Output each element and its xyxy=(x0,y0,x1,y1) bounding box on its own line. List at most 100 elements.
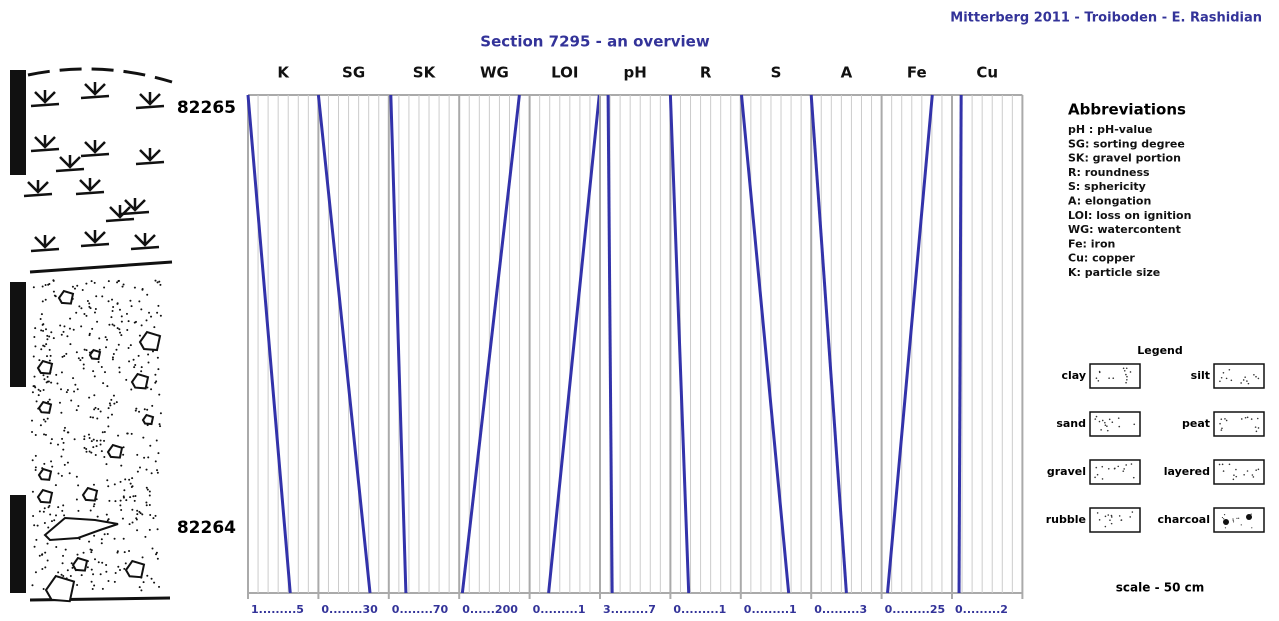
swatch-texture xyxy=(1123,468,1125,470)
peat-symbol xyxy=(80,140,110,158)
sand-dot xyxy=(89,509,92,512)
gravel xyxy=(124,559,146,579)
swatch-texture xyxy=(1257,377,1260,380)
swatch-texture xyxy=(1244,416,1247,419)
sand-dot xyxy=(88,396,91,399)
sand-dot xyxy=(101,295,104,298)
sand-dot xyxy=(125,499,128,502)
legend-label: layered xyxy=(1164,465,1210,478)
swatch-texture xyxy=(1100,429,1102,431)
sand-dot xyxy=(129,299,132,302)
sand-dot xyxy=(47,526,50,529)
legend-swatch xyxy=(1089,411,1141,437)
sand-dot xyxy=(60,411,63,414)
panel-name: WG xyxy=(480,64,509,82)
gravel xyxy=(44,574,76,603)
sand-dot xyxy=(132,495,135,498)
legend-label: silt xyxy=(1191,369,1210,382)
swatch-texture xyxy=(1095,466,1098,469)
sand-dot xyxy=(151,404,154,407)
sand-dot xyxy=(113,324,116,327)
swatch-texture xyxy=(1111,421,1114,424)
sand-dot xyxy=(83,446,86,449)
sand-dot xyxy=(49,354,52,357)
sand-dot xyxy=(137,354,140,357)
sand-dot xyxy=(80,574,83,577)
sand-dot xyxy=(40,313,43,316)
sand-dot xyxy=(103,431,106,434)
sand-dot xyxy=(60,573,63,576)
sand-dot xyxy=(32,514,35,517)
swatch-texture xyxy=(1246,416,1249,419)
sand-dot xyxy=(75,498,78,501)
sand-dot xyxy=(37,394,40,397)
sand-dot xyxy=(113,580,116,583)
sand-dot xyxy=(139,512,142,515)
swatch-texture xyxy=(1117,465,1120,468)
sand-dot xyxy=(96,417,99,420)
abbreviation: R: roundness xyxy=(1068,166,1150,179)
swatch-texture xyxy=(1106,429,1109,432)
sand-dot xyxy=(140,324,143,327)
sand-dot xyxy=(123,567,126,570)
sand-dot xyxy=(141,513,144,516)
swatch-texture xyxy=(1224,527,1227,529)
sand-dot xyxy=(150,472,153,475)
swatch-texture xyxy=(1110,522,1113,525)
peat-symbol xyxy=(130,233,160,251)
sand-dot xyxy=(118,371,121,374)
sand-dot xyxy=(44,298,47,301)
gravel xyxy=(36,359,54,375)
sand-dot xyxy=(48,398,51,401)
sand-dot xyxy=(101,561,104,564)
sand-dot xyxy=(78,305,81,308)
abbreviation: S: sphericity xyxy=(1068,180,1146,193)
layer-boundary xyxy=(29,260,173,274)
sand-dot xyxy=(121,285,124,288)
sand-dot xyxy=(41,323,44,326)
panel-name: pH xyxy=(624,64,647,82)
sand-dot xyxy=(159,425,162,428)
sand-dot xyxy=(32,355,35,358)
sand-dot xyxy=(129,496,132,499)
swatch-texture xyxy=(1238,517,1240,519)
sand-dot xyxy=(63,429,66,432)
swatch-texture xyxy=(1222,372,1225,374)
swatch-texture xyxy=(1125,464,1127,466)
sand-dot xyxy=(128,360,131,363)
gravel xyxy=(130,372,150,390)
rubble xyxy=(43,516,119,542)
sand-dot xyxy=(93,534,96,537)
sand-dot xyxy=(43,462,46,465)
scale-label: 0.........1 xyxy=(744,603,797,616)
sand-dot xyxy=(53,519,56,522)
sand-dot xyxy=(38,554,41,557)
sand-dot xyxy=(133,499,136,502)
sand-dot xyxy=(146,574,149,577)
swatch-texture xyxy=(1120,519,1123,521)
sand-dot xyxy=(92,446,95,449)
title: Section 7295 - an overview xyxy=(480,33,710,51)
scale-label: 0........30 xyxy=(321,603,378,616)
sand-dot xyxy=(68,327,71,330)
swatch-texture xyxy=(1225,377,1228,380)
gravel xyxy=(141,413,155,426)
sand-dot xyxy=(85,349,88,352)
sand-dot xyxy=(116,327,119,330)
sand-dot xyxy=(57,472,60,475)
legend-swatch xyxy=(1089,363,1141,389)
sand-dot xyxy=(130,432,133,435)
swatch-texture xyxy=(1108,418,1111,421)
sand-dot xyxy=(47,283,50,286)
swatch-texture xyxy=(1256,417,1259,420)
swatch-texture xyxy=(1224,418,1226,420)
swatch-texture xyxy=(1101,465,1104,468)
sand-dot xyxy=(134,320,137,323)
sand-dot xyxy=(111,310,114,313)
sand-dot xyxy=(106,532,109,535)
legend-label: charcoal xyxy=(1158,513,1210,526)
sand-dot xyxy=(88,436,91,439)
profile-line xyxy=(809,94,848,594)
swatch-texture xyxy=(1123,369,1126,372)
sand-dot xyxy=(93,408,96,411)
